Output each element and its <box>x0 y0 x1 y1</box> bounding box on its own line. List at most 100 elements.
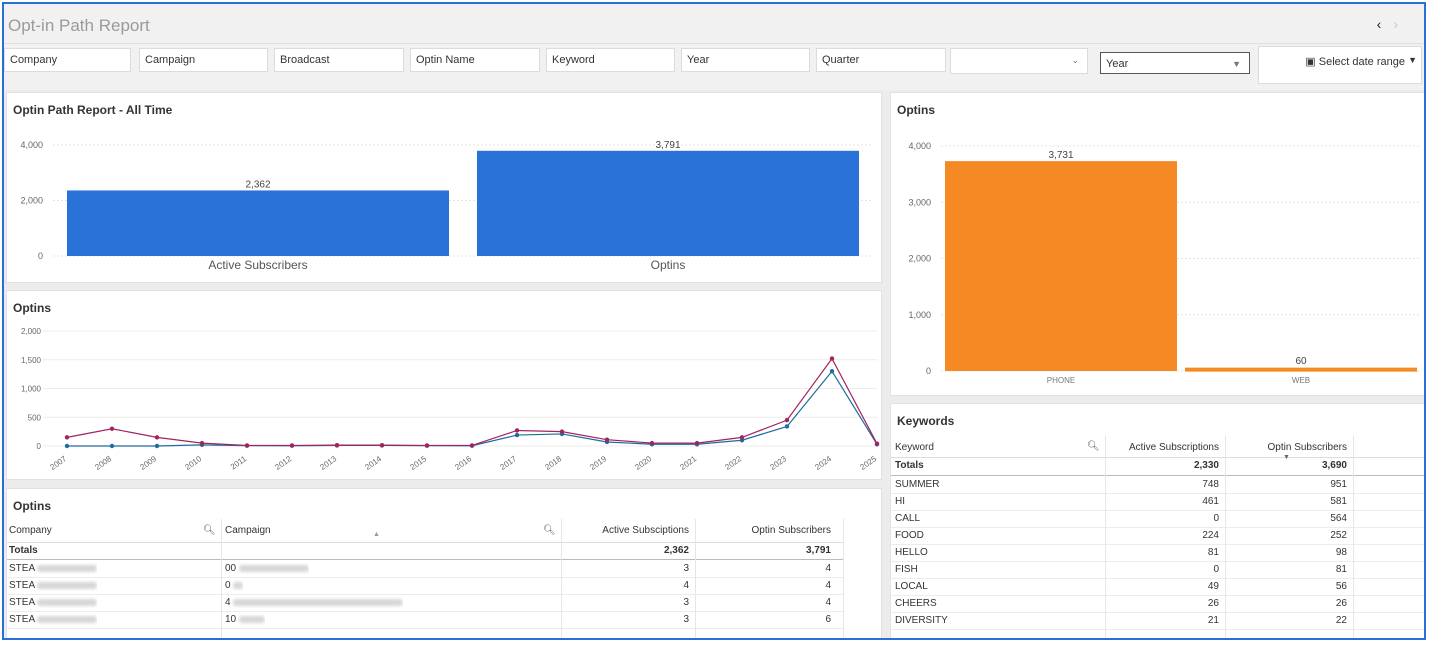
bar[interactable] <box>1185 367 1417 372</box>
empty-select[interactable]: ⌄ <box>950 48 1088 74</box>
data-point[interactable] <box>604 437 610 442</box>
totals-optin: 3,690 <box>1321 460 1347 471</box>
column-company[interactable]: Company <box>9 525 52 536</box>
x-tick-label: 2018 <box>543 454 563 472</box>
data-point[interactable] <box>244 443 250 448</box>
active-cell: 81 <box>1207 547 1219 558</box>
table-row[interactable]: LOCAL 49 56 <box>891 579 1424 596</box>
keyword-cell: CHEERS <box>895 598 937 609</box>
keywords-table: Keyword 🔍︎ Active Subscriptions Optin Su… <box>891 436 1424 638</box>
table-row[interactable]: STEA 0 4 4 <box>7 578 843 595</box>
table-row[interactable]: SUMMER 748 951 <box>891 477 1424 494</box>
table-row[interactable]: CALL 0 564 <box>891 511 1424 528</box>
x-tick-label: 2024 <box>813 454 833 472</box>
active-cell: 21 <box>1207 615 1219 626</box>
search-icon[interactable]: 🔍︎ <box>203 525 216 536</box>
data-point[interactable] <box>784 417 790 423</box>
data-point[interactable] <box>109 443 115 449</box>
data-point[interactable] <box>289 443 295 448</box>
x-tick-label: 2017 <box>498 454 518 472</box>
search-icon[interactable]: 🔍︎ <box>543 525 556 536</box>
data-point[interactable] <box>334 442 340 448</box>
filter-bar: Company Campaign Broadcast Optin Name Ke… <box>4 44 1424 90</box>
keyword-cell: FISH <box>895 564 918 575</box>
data-point[interactable] <box>154 443 160 449</box>
data-point[interactable] <box>694 440 700 446</box>
date-range-picker[interactable]: ▣ Select date range ▼ <box>1258 46 1422 84</box>
data-point[interactable] <box>784 424 790 429</box>
quarter-filter[interactable]: Quarter <box>816 48 946 72</box>
data-point[interactable] <box>829 356 835 361</box>
column-active-subscriptions[interactable]: Active Subscriptions <box>1128 442 1219 453</box>
optins-line-title: Optins <box>13 301 51 315</box>
data-point[interactable] <box>424 443 430 448</box>
table-row[interactable]: FOOD 224 252 <box>891 528 1424 545</box>
table-row[interactable]: CHEERS 26 26 <box>891 596 1424 613</box>
table-row[interactable]: STEA 10 3 6 <box>7 612 843 629</box>
y-tick-label: 0 <box>38 251 43 261</box>
y-tick-label: 2,000 <box>21 327 42 336</box>
totals-active: 2,362 <box>663 545 689 556</box>
optin-cell: 81 <box>1335 564 1347 575</box>
data-point[interactable] <box>874 441 880 446</box>
x-tick-label: PHONE <box>1047 376 1075 385</box>
table-row[interactable]: STEA 4 3 4 <box>7 595 843 612</box>
optin-name-filter[interactable]: Optin Name <box>410 48 540 72</box>
totals-row: Totals ▼ 2,330 3,690 <box>891 454 1424 476</box>
data-point[interactable] <box>739 435 745 440</box>
keywords-panel: Keywords Keyword 🔍︎ Active Subscriptions… <box>890 403 1424 638</box>
bar[interactable] <box>67 190 449 256</box>
year-select-value: Year <box>1106 58 1129 70</box>
sort-icon[interactable]: ▼ <box>1283 454 1290 461</box>
company-cell: STEA <box>9 614 98 625</box>
x-tick-label: 2020 <box>633 454 653 472</box>
data-point[interactable] <box>64 435 70 440</box>
chevron-left-icon[interactable]: ‹ <box>1376 16 1394 32</box>
data-point[interactable] <box>649 440 655 446</box>
x-tick-label: 2010 <box>183 454 203 472</box>
bar[interactable] <box>945 161 1177 371</box>
active-cell: 748 <box>1202 479 1219 490</box>
data-point[interactable] <box>829 369 835 374</box>
data-point[interactable] <box>379 442 385 448</box>
data-point[interactable] <box>469 443 475 448</box>
x-tick-label: 2019 <box>588 454 608 472</box>
table-row[interactable]: STEA 00 3 4 <box>7 561 843 578</box>
column-optin-subscribers[interactable]: Optin Subscribers <box>751 525 831 536</box>
active-cell: 224 <box>1202 530 1219 541</box>
data-point[interactable] <box>199 440 205 446</box>
chevron-right-icon[interactable]: › <box>1393 16 1410 32</box>
table-row[interactable]: FISH 0 81 <box>891 562 1424 579</box>
x-tick-label: 2013 <box>318 454 338 472</box>
data-label: 2,362 <box>245 179 270 190</box>
column-campaign[interactable]: Campaign <box>225 525 271 536</box>
table-row[interactable]: HELLO 81 98 <box>891 545 1424 562</box>
table-row[interactable]: HI 461 581 <box>891 494 1424 511</box>
keyword-cell: FOOD <box>895 530 924 541</box>
year-filter[interactable]: Year <box>681 48 810 72</box>
y-tick-label: 1,500 <box>21 356 42 365</box>
data-point[interactable] <box>514 432 520 438</box>
search-icon[interactable]: 🔍︎ <box>1087 441 1100 452</box>
sort-icon[interactable]: ▲ <box>373 531 380 538</box>
campaign-cell: 10 <box>225 614 265 625</box>
data-point[interactable] <box>514 428 520 433</box>
bar[interactable] <box>477 150 859 256</box>
column-active-subscriptions[interactable]: Active Subsciptions <box>602 525 689 536</box>
table-row[interactable]: DIVERSITY 21 22 <box>891 613 1424 630</box>
year-select[interactable]: Year ▼ <box>1100 52 1250 74</box>
data-point[interactable] <box>154 435 160 440</box>
company-filter[interactable]: Company <box>4 48 131 72</box>
data-point[interactable] <box>559 429 565 434</box>
column-keyword[interactable]: Keyword <box>895 442 934 453</box>
path-report-title: Optin Path Report - All Time <box>13 103 173 117</box>
active-cell: 3 <box>683 597 689 608</box>
column-optin-subscribers[interactable]: Optin Subscribers <box>1267 442 1347 453</box>
data-point[interactable] <box>109 426 115 431</box>
optins-line-panel: Optins 0 500 1,000 1,500 2,000 2007 2008 2009 20… <box>6 290 882 480</box>
keyword-filter[interactable]: Keyword <box>546 48 675 72</box>
active-cell: 461 <box>1202 496 1219 507</box>
broadcast-filter[interactable]: Broadcast <box>274 48 404 72</box>
campaign-filter[interactable]: Campaign <box>139 48 268 72</box>
data-point[interactable] <box>64 443 70 449</box>
